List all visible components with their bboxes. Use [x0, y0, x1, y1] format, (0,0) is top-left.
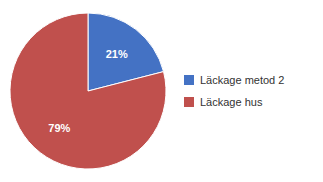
data-label: 79% [48, 122, 70, 134]
chart: 21% 79% Läckage metod 2 Läckage hus [0, 0, 323, 182]
legend: Läckage metod 2 Läckage hus [184, 74, 284, 108]
legend-swatch [184, 97, 194, 107]
legend-label: Läckage hus [200, 96, 263, 108]
pie [10, 13, 166, 169]
data-label: 21% [106, 48, 128, 60]
data-labels: 21% 79% [48, 48, 128, 134]
chart-container: 21% 79% Läckage metod 2 Läckage hus [0, 0, 323, 182]
slice [10, 13, 166, 169]
legend-swatch [184, 75, 194, 85]
legend-label: Läckage metod 2 [200, 74, 284, 86]
